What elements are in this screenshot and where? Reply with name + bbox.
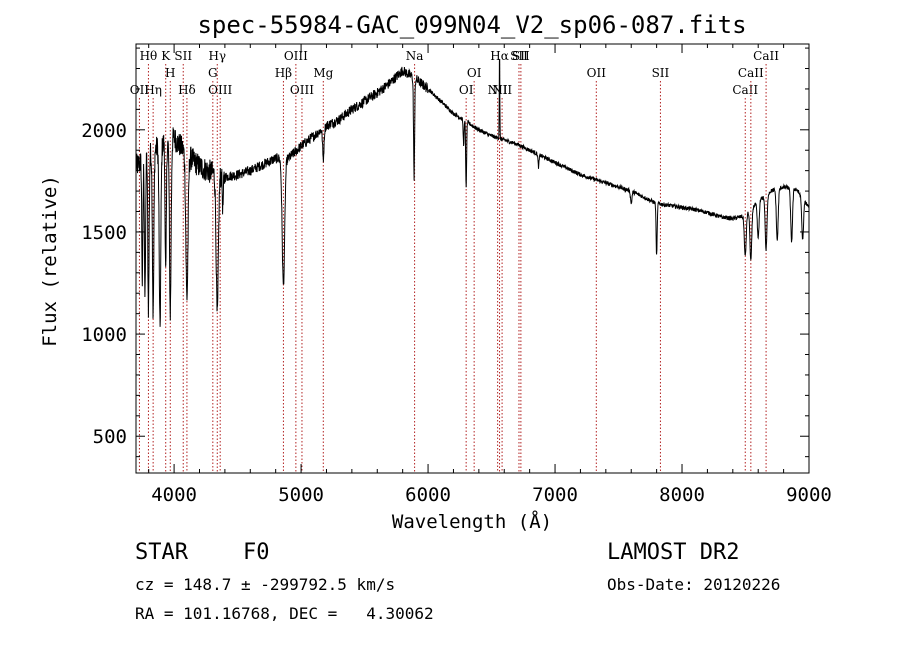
line-marker-label: CaII — [732, 83, 758, 97]
x-tick-label: 7000 — [532, 484, 578, 506]
line-marker-label: OIII — [208, 83, 232, 97]
spectrum-line — [135, 58, 810, 327]
spectrum-chart: spec-55984-GAC_099N04_V2_sp06-087.fits O… — [39, 11, 832, 533]
line-marker-label: Hη — [144, 83, 162, 97]
line-marker-label: NII — [492, 83, 512, 97]
x-tick-label: 4000 — [151, 484, 197, 506]
line-marker-label: SII — [174, 49, 192, 63]
line-marker-label: Na — [406, 49, 424, 63]
line-marker-label: CaII — [753, 49, 779, 63]
line-marker-label: OII — [587, 66, 607, 80]
object-class: STAR — [135, 540, 188, 565]
plot-frame — [135, 43, 810, 474]
line-marker-label: OI — [467, 66, 482, 80]
line-marker-label: SII — [510, 49, 528, 63]
line-marker-label: CaII — [738, 66, 764, 80]
line-marker-label: H — [165, 66, 175, 80]
tick-labels: 4000 5000 6000 7000 8000 9000 500 1000 1500 2000 — [81, 120, 832, 506]
coordinates: RA = 101.16768, DEC = 4.30062 — [135, 604, 434, 623]
x-tick-label: 5000 — [278, 484, 324, 506]
line-marker-label: NII — [488, 83, 508, 97]
line-marker-label: Hδ — [178, 83, 196, 97]
line-marker-label: OII — [130, 83, 150, 97]
obs-date: Obs-Date: 20120226 — [607, 575, 781, 594]
line-marker-label: Mg — [313, 66, 333, 80]
redshift-text: cz = 148.7 ± -299792.5 km/s — [135, 575, 396, 594]
x-tick-label: 6000 — [405, 484, 451, 506]
chart-title: spec-55984-GAC_099N04_V2_sp06-087.fits — [197, 11, 746, 39]
y-tick-label: 1500 — [81, 222, 127, 244]
x-tick-label: 8000 — [659, 484, 705, 506]
line-marker-label: G — [208, 66, 218, 80]
line-marker-label: K — [161, 49, 171, 63]
line-marker-label: OIII — [290, 83, 314, 97]
line-marker-label: SII — [652, 66, 670, 80]
x-axis-label: Wavelength (Å) — [392, 510, 552, 533]
y-axis-label: Flux (relative) — [39, 175, 61, 347]
line-marker-label: Hγ — [208, 49, 226, 63]
y-tick-label: 500 — [93, 426, 127, 448]
line-marker-label: Hα — [490, 49, 509, 63]
survey-name: LAMOST DR2 — [607, 540, 740, 565]
line-marker-label: Hθ — [140, 49, 158, 63]
line-marker-label: SII — [512, 49, 530, 63]
line-marker-label: OI — [459, 83, 474, 97]
line-marker-label: OIII — [284, 49, 308, 63]
subclass: F0 — [243, 540, 270, 565]
x-tick-label: 9000 — [786, 484, 832, 506]
y-tick-label: 1000 — [81, 324, 127, 346]
y-tick-label: 2000 — [81, 120, 127, 142]
axes — [135, 43, 810, 474]
line-marker-label: Hβ — [275, 66, 292, 80]
line-markers: OII Hθ Hη KH SII Hδ G Hγ OIII Hβ OIII OIII Mg Na OI OI N… — [130, 49, 779, 473]
